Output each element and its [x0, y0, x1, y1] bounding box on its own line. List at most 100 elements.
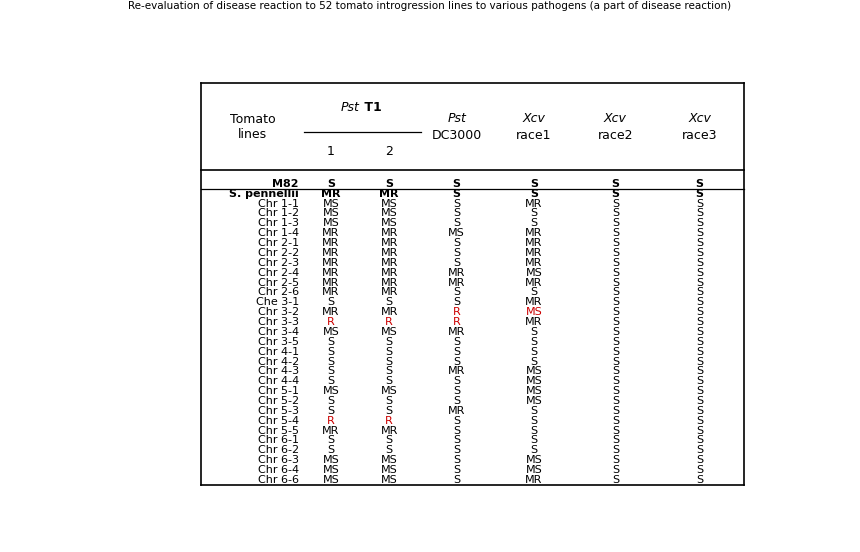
Text: S: S: [327, 396, 335, 406]
Text: S: S: [453, 199, 460, 209]
Text: S: S: [696, 258, 703, 268]
Text: S: S: [611, 278, 619, 288]
Text: S: S: [696, 347, 703, 357]
Text: Chr 2-3: Chr 2-3: [258, 258, 298, 268]
Text: S: S: [611, 218, 619, 229]
Text: lines: lines: [238, 128, 267, 141]
Text: MR: MR: [380, 307, 398, 317]
Text: S: S: [611, 327, 619, 337]
Text: S: S: [611, 376, 619, 386]
Text: S: S: [327, 436, 335, 445]
Text: DC3000: DC3000: [432, 129, 482, 142]
Text: S: S: [696, 367, 703, 376]
Text: S: S: [696, 376, 703, 386]
Text: S: S: [531, 416, 538, 426]
Text: S: S: [696, 416, 703, 426]
Text: S: S: [531, 288, 538, 298]
Text: MS: MS: [322, 199, 339, 209]
Text: Chr 2-6: Chr 2-6: [258, 288, 298, 298]
Text: S: S: [611, 209, 619, 219]
Text: S: S: [696, 426, 703, 436]
Text: Chr 3-3: Chr 3-3: [258, 317, 298, 327]
Text: S: S: [696, 189, 703, 199]
Text: Chr 1-3: Chr 1-3: [258, 218, 298, 229]
Text: MS: MS: [525, 396, 543, 406]
Text: MR: MR: [322, 278, 340, 288]
Text: S: S: [696, 199, 703, 209]
Text: S: S: [696, 248, 703, 258]
Text: R: R: [327, 416, 335, 426]
Text: Chr 2-4: Chr 2-4: [257, 268, 298, 278]
Text: S: S: [696, 386, 703, 396]
Text: R: R: [385, 416, 393, 426]
Text: S: S: [453, 455, 460, 465]
Text: Pst: Pst: [341, 101, 359, 114]
Text: S: S: [327, 298, 335, 307]
Text: Chr 5-3: Chr 5-3: [258, 406, 298, 416]
Text: S: S: [385, 347, 393, 357]
Text: MS: MS: [322, 465, 339, 475]
Text: Chr 5-2: Chr 5-2: [258, 396, 298, 406]
Text: S: S: [611, 347, 619, 357]
Text: S: S: [611, 465, 619, 475]
Text: MR: MR: [322, 268, 340, 278]
Text: S: S: [611, 406, 619, 416]
Text: MR: MR: [525, 248, 543, 258]
Text: S: S: [385, 445, 393, 455]
Text: S: S: [453, 258, 460, 268]
Text: MS: MS: [381, 475, 397, 485]
Text: S: S: [696, 406, 703, 416]
Text: S: S: [611, 228, 619, 238]
Text: S: S: [611, 436, 619, 445]
Text: S: S: [452, 189, 461, 199]
Text: S: S: [452, 179, 461, 189]
Text: MS: MS: [322, 327, 339, 337]
Text: MS: MS: [525, 307, 543, 317]
Text: MR: MR: [322, 238, 340, 248]
Text: S: S: [385, 357, 393, 367]
Text: S: S: [696, 317, 703, 327]
Text: R: R: [385, 317, 393, 327]
Text: S: S: [696, 357, 703, 367]
Text: MR: MR: [525, 278, 543, 288]
Text: S: S: [611, 386, 619, 396]
Text: S: S: [531, 218, 538, 229]
Text: S: S: [611, 396, 619, 406]
Text: MR: MR: [380, 288, 398, 298]
Text: S: S: [453, 347, 460, 357]
Text: S: S: [453, 436, 460, 445]
Text: MR: MR: [322, 288, 340, 298]
Text: S: S: [531, 357, 538, 367]
Text: Chr 3-2: Chr 3-2: [258, 307, 298, 317]
Text: MR: MR: [380, 426, 398, 436]
Text: S: S: [696, 445, 703, 455]
Text: S: S: [696, 455, 703, 465]
Text: S: S: [611, 288, 619, 298]
Text: S: S: [327, 376, 335, 386]
Text: MR: MR: [525, 298, 543, 307]
Text: S: S: [385, 337, 393, 347]
Text: S: S: [611, 199, 619, 209]
Text: S: S: [611, 248, 619, 258]
Text: S: S: [611, 307, 619, 317]
Text: MS: MS: [381, 199, 397, 209]
Text: MS: MS: [381, 209, 397, 219]
Text: Xcv: Xcv: [604, 112, 627, 125]
Text: MS: MS: [381, 218, 397, 229]
Text: MR: MR: [380, 278, 398, 288]
Text: S: S: [696, 396, 703, 406]
Text: Chr 1-2: Chr 1-2: [258, 209, 298, 219]
Text: MS: MS: [525, 386, 543, 396]
Text: MS: MS: [381, 386, 397, 396]
Text: S: S: [453, 337, 460, 347]
Text: Chr 2-2: Chr 2-2: [257, 248, 298, 258]
Text: MR: MR: [448, 406, 465, 416]
Text: S: S: [385, 436, 393, 445]
Text: S: S: [696, 278, 703, 288]
Text: S: S: [327, 406, 335, 416]
Text: S: S: [696, 218, 703, 229]
Text: S: S: [327, 347, 335, 357]
Text: S: S: [453, 465, 460, 475]
Text: S: S: [453, 209, 460, 219]
Text: S: S: [453, 386, 460, 396]
